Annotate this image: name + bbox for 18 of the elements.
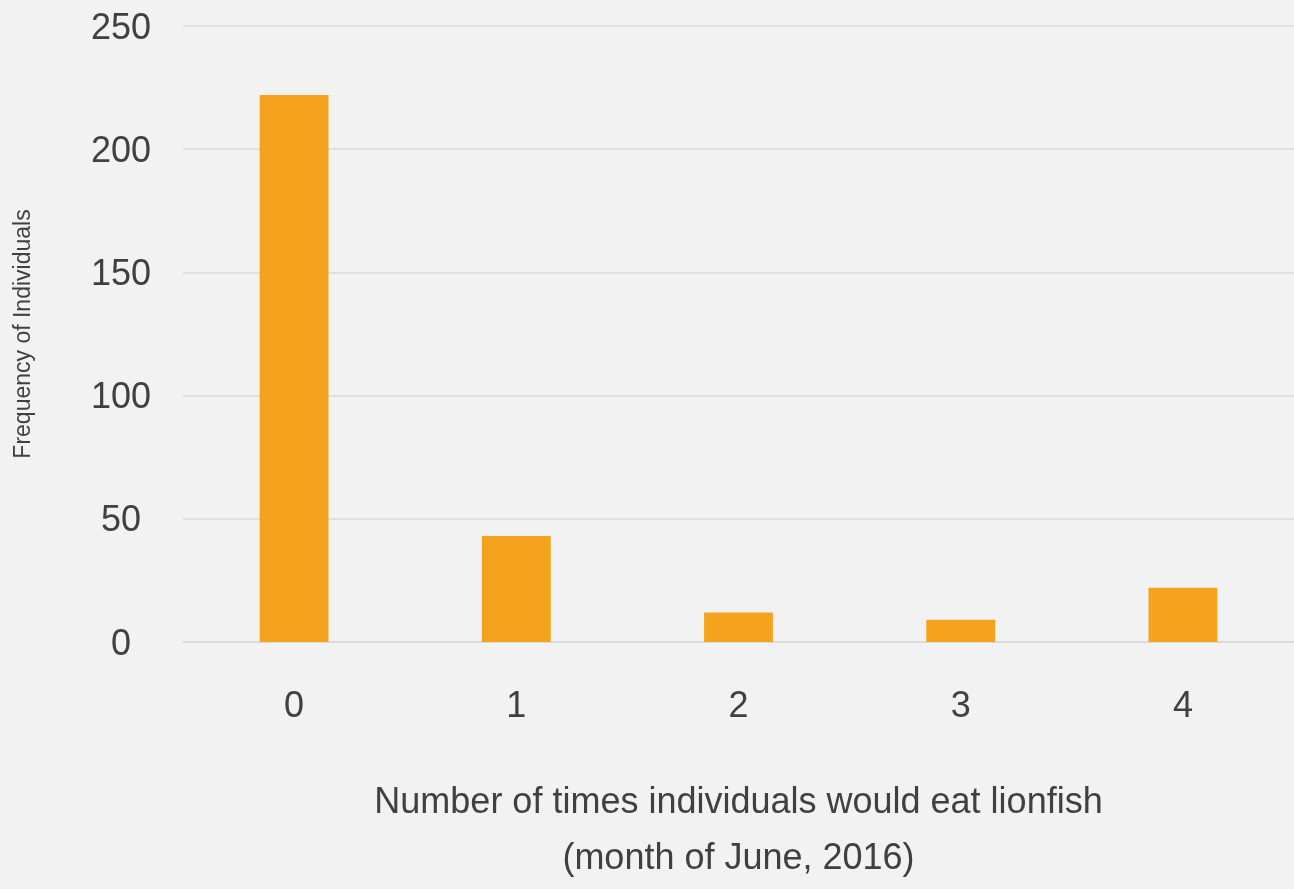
bar bbox=[704, 612, 773, 642]
bar bbox=[481, 536, 551, 642]
x-tick-label: 3 bbox=[950, 683, 971, 725]
y-tick-label: 100 bbox=[90, 375, 152, 417]
y-axis-title: Frequency of Individuals bbox=[8, 209, 35, 459]
y-tick-label: 150 bbox=[90, 251, 152, 293]
bar bbox=[926, 619, 996, 642]
x-tick-label: 4 bbox=[1172, 683, 1193, 725]
y-tick-label: 200 bbox=[90, 128, 152, 170]
bar bbox=[1148, 587, 1218, 642]
x-axis-title: Number of times individuals would eat lionfish (month of June, 2016) bbox=[374, 779, 1103, 877]
x-tick-label: 2 bbox=[728, 683, 749, 725]
y-tick-label: 0 bbox=[110, 621, 132, 663]
x-tick-label: 0 bbox=[284, 683, 305, 725]
bar bbox=[259, 94, 329, 642]
x-tick-label: 1 bbox=[506, 683, 527, 725]
y-tick-label: 50 bbox=[100, 498, 142, 540]
y-tick-label: 250 bbox=[90, 5, 152, 47]
